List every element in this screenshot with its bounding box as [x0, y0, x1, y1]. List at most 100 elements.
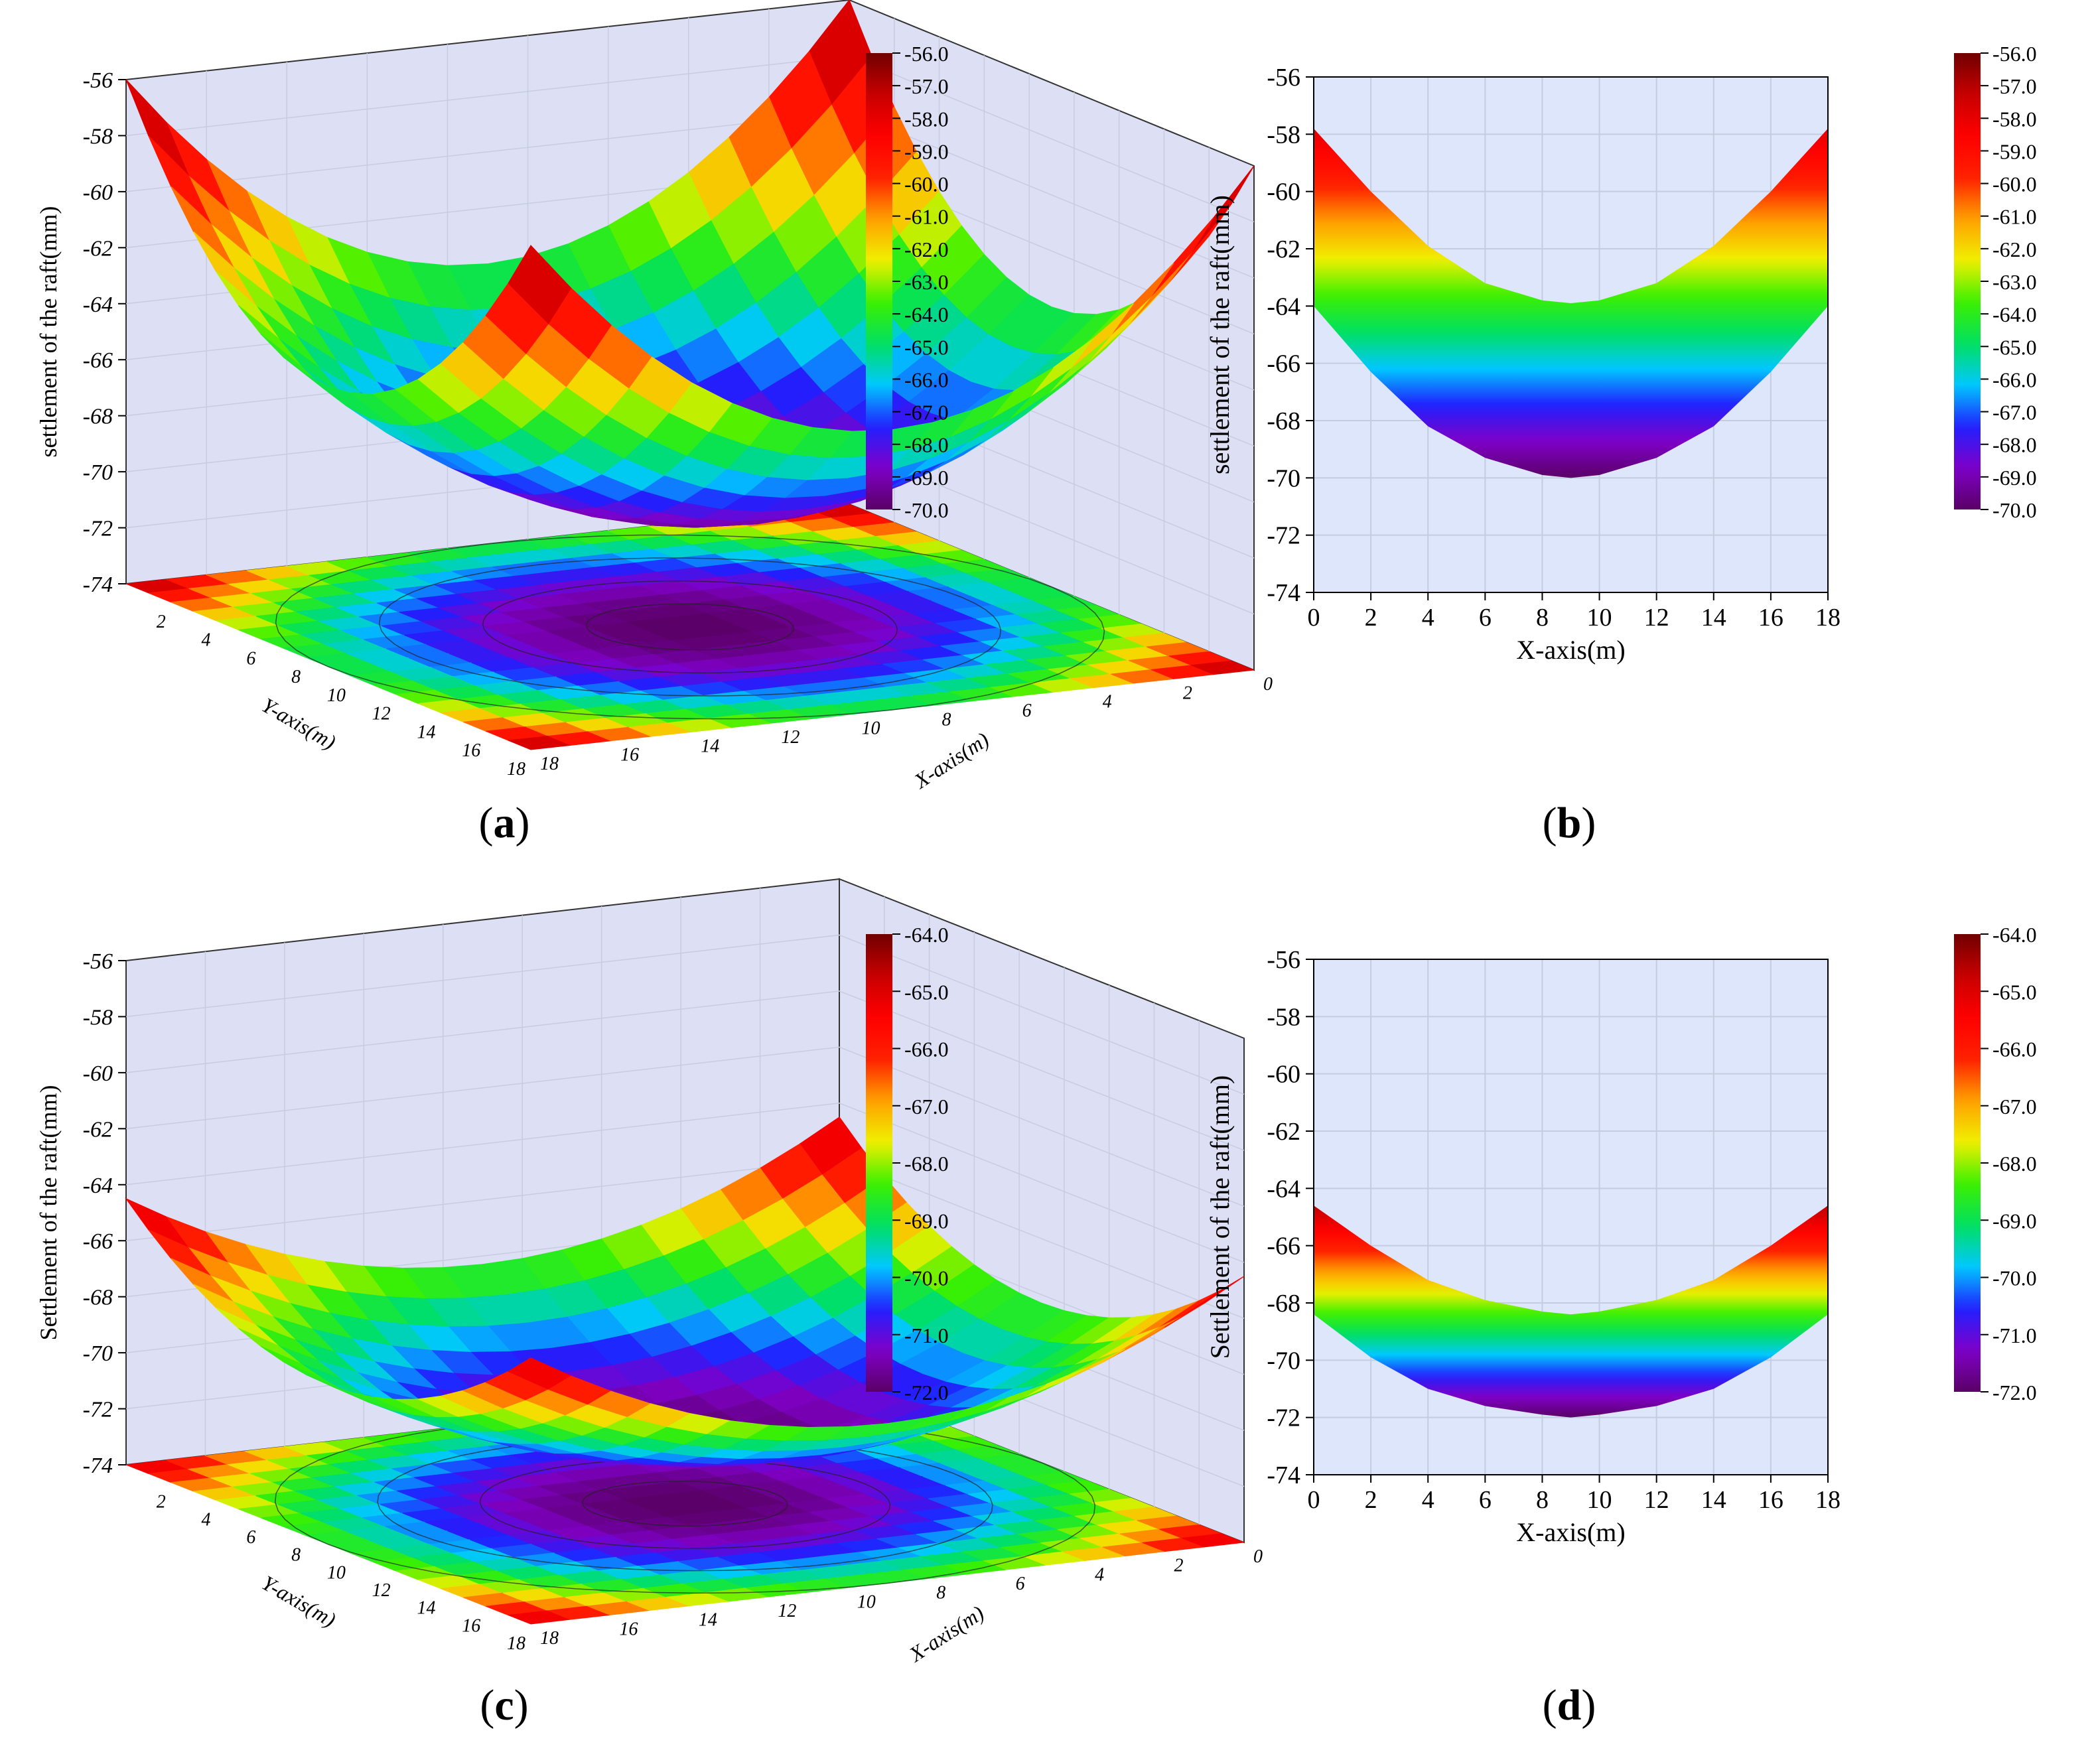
colorbar-label: -59.0 [1992, 139, 2037, 163]
colorbar-label: -63.0 [1992, 270, 2037, 294]
x-floor-tick-label: 8 [942, 709, 951, 730]
y-floor-tick-label: 12 [372, 1580, 391, 1601]
y-tick-label: -58 [1267, 121, 1300, 149]
panel-label: (c) [480, 1681, 528, 1730]
colorbar-label: -67.0 [904, 401, 949, 425]
y-tick-label: -58 [1267, 1003, 1300, 1031]
y-floor-tick-label: 4 [202, 1509, 211, 1530]
z-tick-label: -58 [83, 1005, 113, 1030]
colorbar-label: -70.0 [1992, 498, 2037, 522]
colorbar-label: -57.0 [1992, 74, 2037, 98]
x-floor-tick-label: 10 [857, 1592, 876, 1612]
x-tick-label: 14 [1701, 1486, 1726, 1514]
y-floor-tick-label: 12 [372, 704, 391, 724]
colorbar-label: -69.0 [1992, 1209, 2037, 1233]
y-tick-label: -56 [1267, 64, 1300, 92]
x-tick-label: 4 [1422, 604, 1434, 632]
x-tick-label: 6 [1479, 604, 1492, 632]
z-axis-title: settlement of the raft(mm) [35, 206, 62, 458]
panel-label: (a) [479, 799, 530, 847]
colorbar-label: -59.0 [904, 139, 949, 163]
x-tick-label: 8 [1536, 604, 1549, 632]
y-tick-label: -60 [1267, 178, 1300, 206]
colorbar-label: -68.0 [904, 1152, 949, 1176]
x-floor-tick-label: 18 [540, 1628, 559, 1649]
y-floor-tick-label: 10 [327, 1562, 346, 1583]
colorbar-label: -66.0 [904, 1038, 949, 1061]
y-floor-tick-label: 18 [507, 1633, 525, 1654]
colorbar-label: -68.0 [904, 433, 949, 457]
x-tick-label: 10 [1587, 604, 1612, 632]
colorbar-label: -56.0 [904, 42, 949, 66]
colorbar-label: -61.0 [1992, 205, 2037, 229]
x-floor-tick-label: 4 [1095, 1564, 1104, 1585]
colorbar-label: -58.0 [1992, 107, 2037, 131]
x-floor-tick-label: 2 [1174, 1556, 1184, 1576]
z-tick-label: -68 [83, 405, 113, 429]
colorbar-label: -69.0 [904, 466, 949, 490]
z-tick-label: -60 [83, 180, 113, 205]
colorbar-gradient [866, 934, 892, 1392]
colorbar-label: -70.0 [904, 1266, 949, 1290]
y-tick-label: -62 [1267, 1118, 1300, 1146]
z-tick-label: -64 [83, 1174, 113, 1198]
y-tick-label: -70 [1267, 464, 1300, 492]
colorbar-label: -63.0 [904, 270, 949, 294]
z-tick-label: -58 [83, 124, 113, 149]
z-tick-label: -62 [83, 1117, 113, 1142]
y-tick-label: -60 [1267, 1061, 1300, 1089]
y-axis-title: settlement of the raft(mm) [1205, 195, 1235, 474]
colorbar-label: -57.0 [904, 74, 949, 98]
z-tick-label: -72 [83, 1398, 113, 1422]
panel-d-xz-profile: 0 2 4 6 8 10 12 14 16 18 -74 -72 -70 -68 -66 -64 -62 -60 -… [1205, 923, 2037, 1547]
y-floor-tick-label: 2 [157, 612, 166, 632]
y-floor-tick-label: 6 [246, 648, 255, 669]
colorbar-label: -60.0 [904, 172, 949, 196]
colorbar-label: -65.0 [904, 980, 949, 1004]
z-tick-label: -74 [83, 1454, 113, 1478]
y-tick-label: -72 [1267, 522, 1300, 550]
x-tick-label: 0 [1308, 604, 1320, 632]
x-floor-tick-label: 2 [1183, 683, 1192, 703]
floor-contour-line [378, 557, 1002, 697]
colorbar-label: -68.0 [1992, 433, 2037, 457]
plot-frame [1313, 76, 1829, 593]
x-tick-label: 14 [1701, 604, 1726, 632]
x-floor-tick-label: 16 [619, 1619, 638, 1639]
x-tick-label: 16 [1758, 604, 1783, 632]
colorbar-label: -64.0 [904, 303, 949, 326]
y-floor-tick-label: 2 [157, 1492, 166, 1513]
y-tick-label: -62 [1267, 236, 1300, 263]
x-axis-title: X-axis(m) [1516, 1517, 1625, 1547]
x-floor-tick-label: 16 [620, 745, 639, 766]
colorbar-label: -72.0 [904, 1381, 949, 1404]
y-tick-label: -64 [1267, 1175, 1300, 1203]
z-tick-label: -60 [83, 1061, 113, 1086]
colorbar-label: -65.0 [1992, 335, 2037, 359]
x-floor-tick-label: 6 [1022, 701, 1032, 721]
colorbar-gradient [1954, 934, 1981, 1392]
colorbar-label: -66.0 [1992, 368, 2037, 391]
colorbar-label: -56.0 [1992, 42, 2037, 66]
x-floor-tick-label: 6 [1016, 1574, 1025, 1594]
floor-contour-line [275, 534, 1105, 720]
y-floor-tick-label: 16 [462, 1615, 480, 1636]
colorbar-label: -64.0 [904, 923, 949, 947]
x-floor-tick-label: 10 [861, 718, 880, 739]
colorbar-label: -62.0 [1992, 237, 2037, 261]
y-axis-title: Settlement of the raft(mm) [1205, 1075, 1235, 1359]
x-floor-tick-label: 0 [1253, 1546, 1263, 1567]
colorbar-label: -69.0 [1992, 466, 2037, 490]
plot-frame [1313, 959, 1829, 1475]
x-tick-label: 16 [1758, 1486, 1783, 1514]
x-tick-label: 8 [1536, 1486, 1549, 1514]
colorbar-label: -60.0 [1992, 172, 2037, 196]
y-floor-tick-label: 6 [246, 1527, 255, 1548]
z-tick-label: -74 [83, 573, 113, 597]
floor-contour-line [479, 1458, 891, 1549]
panel-label: (b) [1543, 799, 1596, 847]
x-tick-label: 2 [1365, 1486, 1377, 1514]
y-floor-tick-label: 10 [327, 685, 346, 706]
colorbar-label: -58.0 [904, 107, 949, 131]
x-axis-title: X-axis(m) [904, 1601, 988, 1667]
